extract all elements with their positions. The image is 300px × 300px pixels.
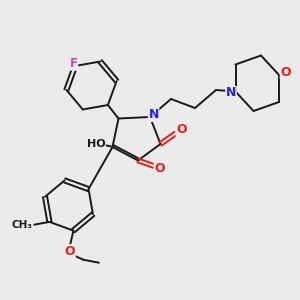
Text: O: O [154, 162, 165, 176]
Text: O: O [280, 65, 291, 79]
Text: O: O [64, 245, 75, 258]
Text: N: N [226, 86, 236, 100]
Text: F: F [70, 57, 78, 70]
Text: HO: HO [87, 139, 105, 149]
Text: CH₃: CH₃ [12, 220, 33, 230]
Text: N: N [148, 108, 159, 122]
Text: O: O [176, 123, 187, 136]
